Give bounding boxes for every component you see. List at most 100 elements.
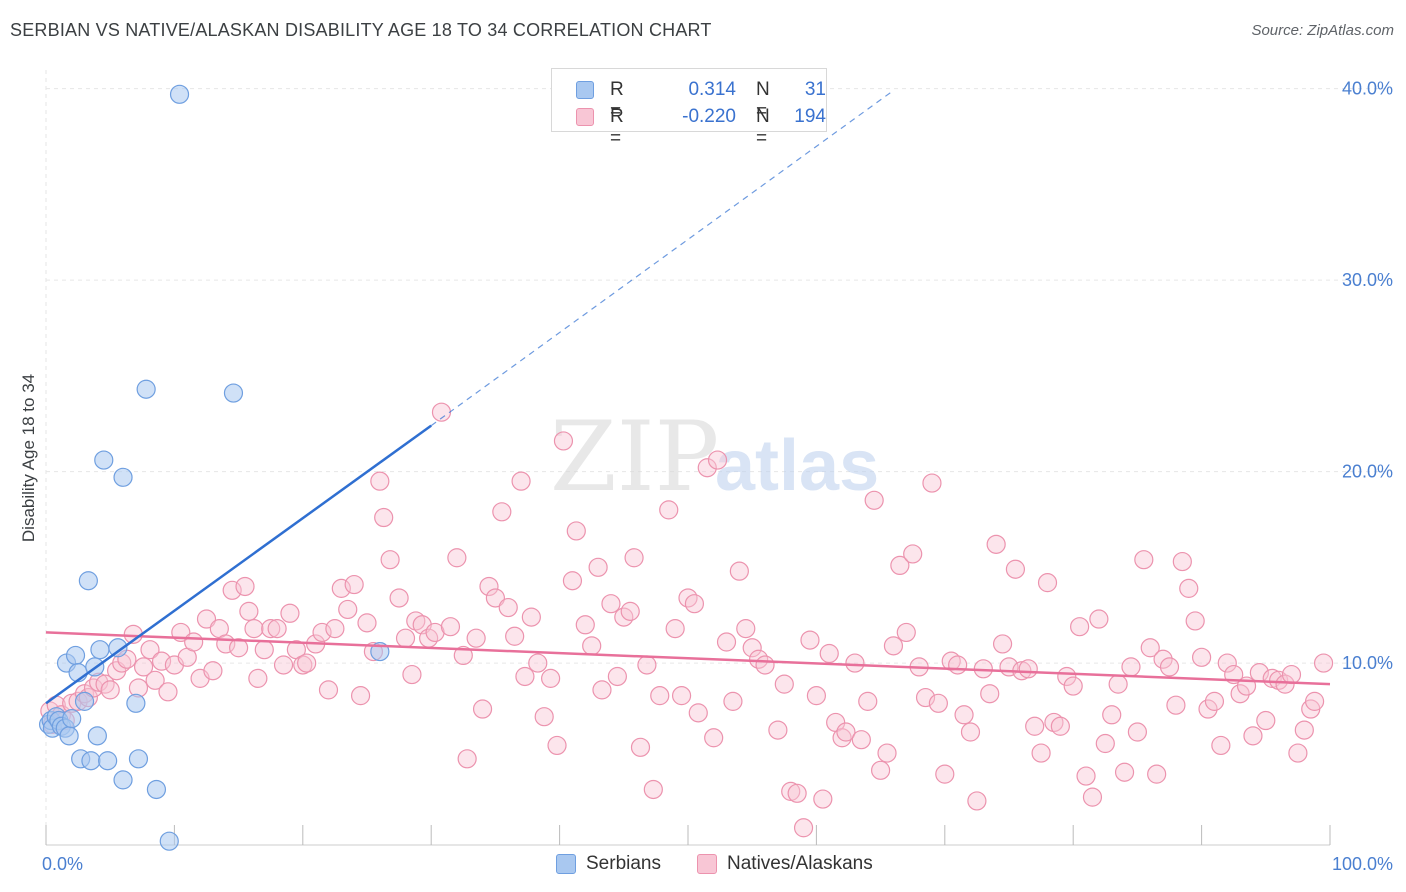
r-label: R =: [610, 106, 624, 149]
native-point: [643, 779, 663, 800]
native-point: [1256, 710, 1276, 731]
native-point: [1281, 664, 1302, 685]
native-point: [244, 619, 264, 639]
native-point: [1243, 726, 1263, 746]
native-point: [380, 550, 400, 570]
n-label: N =: [756, 106, 770, 149]
native-point: [1166, 695, 1186, 715]
axes: [45, 70, 1331, 846]
native-point: [273, 655, 294, 675]
native-point: [883, 636, 904, 656]
natives-legend-swatch: [697, 854, 717, 874]
serbian-point: [223, 383, 244, 403]
native-point: [806, 686, 827, 706]
serbian-point: [136, 379, 156, 399]
native-point: [1147, 764, 1167, 784]
native-point: [547, 735, 567, 756]
native-point: [1031, 743, 1051, 763]
native-point: [697, 458, 717, 478]
native-point: [1198, 699, 1218, 719]
native-point: [624, 548, 644, 568]
native-point: [948, 655, 968, 675]
native-point: [511, 471, 531, 491]
native-point: [248, 668, 268, 688]
native-point: [318, 680, 339, 700]
serbian-point: [128, 749, 149, 769]
legend-box: R = 0.314 N = 31 R = -0.220 N = 194: [551, 68, 827, 149]
native-points: [40, 402, 1334, 838]
native-point: [1288, 743, 1308, 763]
serbian-point: [113, 770, 133, 790]
natives-r-value: -0.220: [682, 106, 736, 127]
native-point: [229, 638, 249, 658]
x-tick-label: 100.0%: [1332, 854, 1393, 874]
native-point: [768, 720, 788, 740]
native-point: [184, 632, 204, 652]
native-point: [1304, 691, 1325, 711]
native-point: [729, 561, 749, 581]
bottom-legend: Serbians Natives/Alaskans: [0, 852, 1406, 878]
serbian-point: [159, 831, 179, 851]
native-point: [133, 657, 154, 677]
native-point: [800, 630, 820, 650]
native-point: [1294, 720, 1314, 740]
native-point: [736, 619, 756, 639]
native-point: [505, 626, 525, 646]
native-point: [457, 749, 477, 769]
native-point: [534, 707, 554, 727]
native-point: [1204, 691, 1225, 711]
native-point: [492, 502, 512, 522]
native-point: [521, 607, 541, 627]
serbian-point: [94, 450, 114, 470]
native-point: [312, 622, 332, 643]
native-point: [1185, 611, 1205, 631]
serbian-point: [146, 779, 167, 800]
native-point: [819, 643, 839, 664]
serbian-point: [59, 726, 79, 746]
native-point: [688, 703, 708, 723]
native-point: [498, 597, 518, 618]
natives-trend-line: [45, 631, 1331, 686]
native-point: [370, 471, 390, 491]
native-point: [1050, 716, 1070, 736]
native-point: [297, 653, 317, 673]
native-point: [479, 576, 499, 597]
native-point: [1159, 657, 1180, 677]
serbian-point: [98, 751, 118, 771]
native-point: [851, 730, 871, 750]
serbians-r-value: 0.314: [688, 79, 736, 100]
native-point: [83, 678, 104, 698]
native-point: [607, 666, 627, 687]
native-point: [870, 760, 891, 780]
serbians-swatch: [576, 81, 594, 99]
native-point: [331, 578, 351, 598]
native-point: [704, 728, 724, 748]
native-point: [280, 603, 300, 623]
serbian-point: [74, 691, 95, 711]
native-point: [1063, 676, 1083, 696]
native-point: [1211, 735, 1231, 756]
native-point: [845, 653, 865, 673]
y-tick-label: 20.0%: [1342, 462, 1393, 482]
y-tick-label: 40.0%: [1342, 79, 1393, 99]
native-point: [601, 594, 621, 614]
native-point: [140, 640, 160, 660]
natives-swatch: [576, 108, 594, 126]
native-point: [787, 783, 807, 803]
native-point: [637, 655, 657, 675]
tick-labels: 10.0% 20.0% 30.0% 40.0% 0.0% 100.0%: [42, 79, 1393, 874]
native-point: [466, 628, 486, 648]
source-credit: Source: ZipAtlas.com: [1251, 22, 1394, 39]
serbian-point: [78, 571, 98, 591]
native-point: [582, 636, 602, 656]
native-point: [485, 588, 505, 608]
serbians-n-value: 31: [804, 79, 826, 100]
native-point: [1275, 674, 1295, 694]
native-point: [100, 680, 120, 700]
native-point: [922, 473, 942, 493]
native-point: [350, 686, 371, 706]
native-point: [890, 555, 910, 576]
native-point: [1153, 649, 1173, 669]
native-point: [254, 640, 274, 660]
